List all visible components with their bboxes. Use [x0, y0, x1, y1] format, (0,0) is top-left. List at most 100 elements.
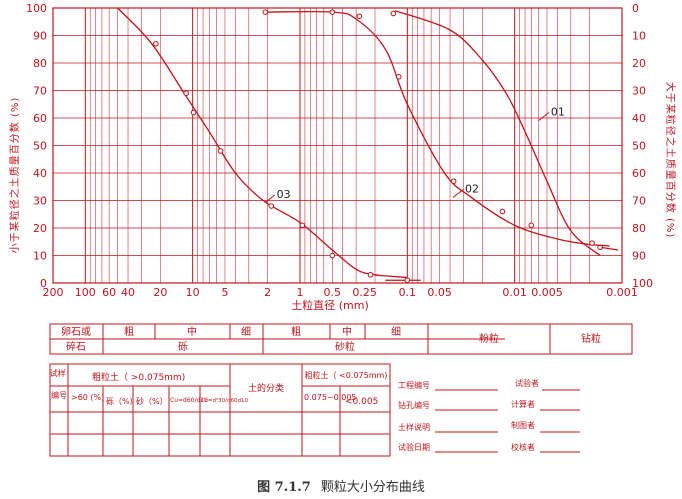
soil-band-labels: 卵石或 碎石 粗 中 细 砾 粗 中 细 砂粒 粉粒 钻粒 — [61, 325, 601, 353]
plot-border — [52, 7, 623, 284]
data-point-03 — [329, 252, 336, 259]
y-tick-label: 0 — [40, 277, 47, 290]
data-point-02 — [589, 240, 595, 246]
series-tail-01 — [599, 246, 619, 251]
data-point-02 — [499, 208, 506, 215]
project-no-label: 工程编号 — [398, 380, 430, 390]
band-sand: 砂粒 — [335, 340, 355, 353]
band-sand-coarse: 粗 — [291, 326, 301, 338]
calculator-label: 计算者 — [511, 399, 535, 409]
x-tick-label: 1 — [296, 286, 303, 299]
y-right-tick-label: 90 — [632, 250, 646, 263]
col-gt60-label: >60 (%) — [71, 393, 104, 402]
x-tick-label: 0.5 — [324, 286, 342, 299]
chart-frame — [52, 7, 623, 284]
y-right-tick-label: 50 — [632, 140, 646, 153]
y-tick-label: 30 — [33, 195, 47, 208]
data-point-02 — [329, 9, 336, 15]
tick-layer: 0102030405060708090100100908070605040302… — [26, 2, 653, 299]
series-layer: 01 02 03 — [117, 7, 619, 284]
x-tick-label: 40 — [121, 286, 135, 299]
data-point-02 — [356, 13, 363, 20]
series-leader-03 — [264, 194, 275, 204]
band-clay: 钻粒 — [581, 332, 601, 345]
x-tick-label: 0.05 — [427, 286, 452, 299]
band-silt: 粉粒 — [479, 332, 499, 345]
signoff-lines — [435, 389, 580, 453]
y-tick-label: 50 — [33, 140, 47, 153]
data-point-03 — [153, 40, 159, 47]
band-gravel: 砾 — [178, 340, 188, 353]
x-tick-label: 0.25 — [352, 286, 377, 299]
result-table-labels: 试样 编号 粗粒土（ >0.075mm) >60 (%) 砾（%） 砂（%） C… — [50, 368, 388, 407]
band-sand-fine: 细 — [391, 325, 401, 338]
x-tick-label: 0.01 — [502, 286, 527, 299]
series-label-02: 02 — [465, 183, 479, 196]
x-tick-label: 0.005 — [531, 286, 563, 299]
x-tick-label: 0.001 — [606, 286, 638, 299]
figure-number: 图 7.1.7 — [257, 480, 311, 495]
checker-label: 校核者 — [511, 442, 535, 452]
col-gravel-label: 砾（%） — [106, 396, 138, 406]
y-right-tick-label: 40 — [632, 112, 646, 125]
col-class-label: 土的分类 — [248, 382, 284, 394]
y-right-tick-label: 30 — [632, 85, 646, 98]
drafter-label: 制图者 — [511, 420, 535, 430]
series-label-01: 01 — [551, 106, 565, 119]
series-leader-02 — [452, 189, 464, 198]
band-gravel-coarse: 粗 — [124, 326, 134, 338]
y-tick-label: 20 — [33, 222, 47, 235]
col-cu-label: Cu=d60/d10 — [170, 397, 208, 404]
series-line-01 — [394, 10, 601, 257]
figure-title: 颗粒大小分布曲线 — [320, 480, 425, 495]
x-tick-label: 20 — [153, 286, 167, 299]
data-point-03 — [299, 222, 306, 229]
x-tick-label: 0.1 — [399, 286, 417, 299]
data-point-03 — [217, 148, 224, 154]
x-axis-label: 土粒直径 (mm) — [291, 298, 369, 312]
borehole-no-label: 钻孔编号 — [398, 400, 430, 410]
col-cc-label: Cc=d²30/d60d10 — [201, 397, 249, 404]
y-tick-label: 40 — [33, 167, 47, 180]
band-cobble-top: 卵石或 — [61, 326, 91, 338]
figure-caption: 图 7.1.7 颗粒大小分布曲线 — [0, 476, 682, 495]
y-tick-label: 100 — [26, 2, 47, 15]
col-fine-b-label: <0.005 — [345, 397, 378, 407]
data-point-03 — [404, 277, 411, 284]
data-point-02 — [396, 73, 402, 80]
series-line-03 — [117, 7, 408, 279]
x-tick-label: 60 — [102, 286, 116, 299]
data-point-02 — [528, 222, 535, 229]
x-tick-label: 200 — [43, 286, 64, 299]
y-right-tick-label: 0 — [632, 2, 639, 15]
x-tick-label: 5 — [221, 286, 228, 299]
y-right-tick-label: 10 — [632, 30, 646, 43]
data-point-02 — [262, 9, 269, 15]
y-axis-label-left: 小于某粒径之土质量百分数 (%) — [8, 97, 21, 253]
test-date-label: 试验日期 — [398, 442, 430, 452]
y-tick-label: 70 — [33, 85, 47, 98]
band-gravel-fine: 细 — [241, 325, 251, 338]
y-tick-label: 10 — [33, 250, 47, 263]
y-right-tick-label: 20 — [632, 57, 646, 70]
signoff-labels: 工程编号 钻孔编号 土样说明 试验日期 试验者 计算者 制图者 校核者 — [398, 378, 539, 452]
y-axis-label-right: 大于某粒径之土质量百分数 (%) — [664, 82, 677, 238]
data-point-03 — [183, 90, 189, 97]
band-sand-medium: 中 — [342, 325, 352, 338]
x-tick-label: 100 — [75, 286, 96, 299]
band-gravel-medium: 中 — [187, 325, 197, 338]
x-tick-label: 2 — [264, 286, 271, 299]
col-coarse-label: 粗粒土（ >0.075mm) — [92, 371, 185, 383]
data-point-03 — [367, 271, 374, 278]
series-leader-01 — [538, 112, 550, 121]
data-point-03 — [190, 109, 197, 116]
tester-label: 试验者 — [515, 378, 539, 388]
y-right-tick-label: 60 — [632, 167, 646, 180]
y-tick-label: 60 — [33, 112, 47, 125]
col-sand-label: 砂（%） — [136, 396, 168, 406]
result-table — [49, 363, 391, 457]
chart-grid — [52, 7, 623, 284]
y-tick-label: 80 — [33, 57, 47, 70]
x-tick-label: 10 — [186, 286, 200, 299]
